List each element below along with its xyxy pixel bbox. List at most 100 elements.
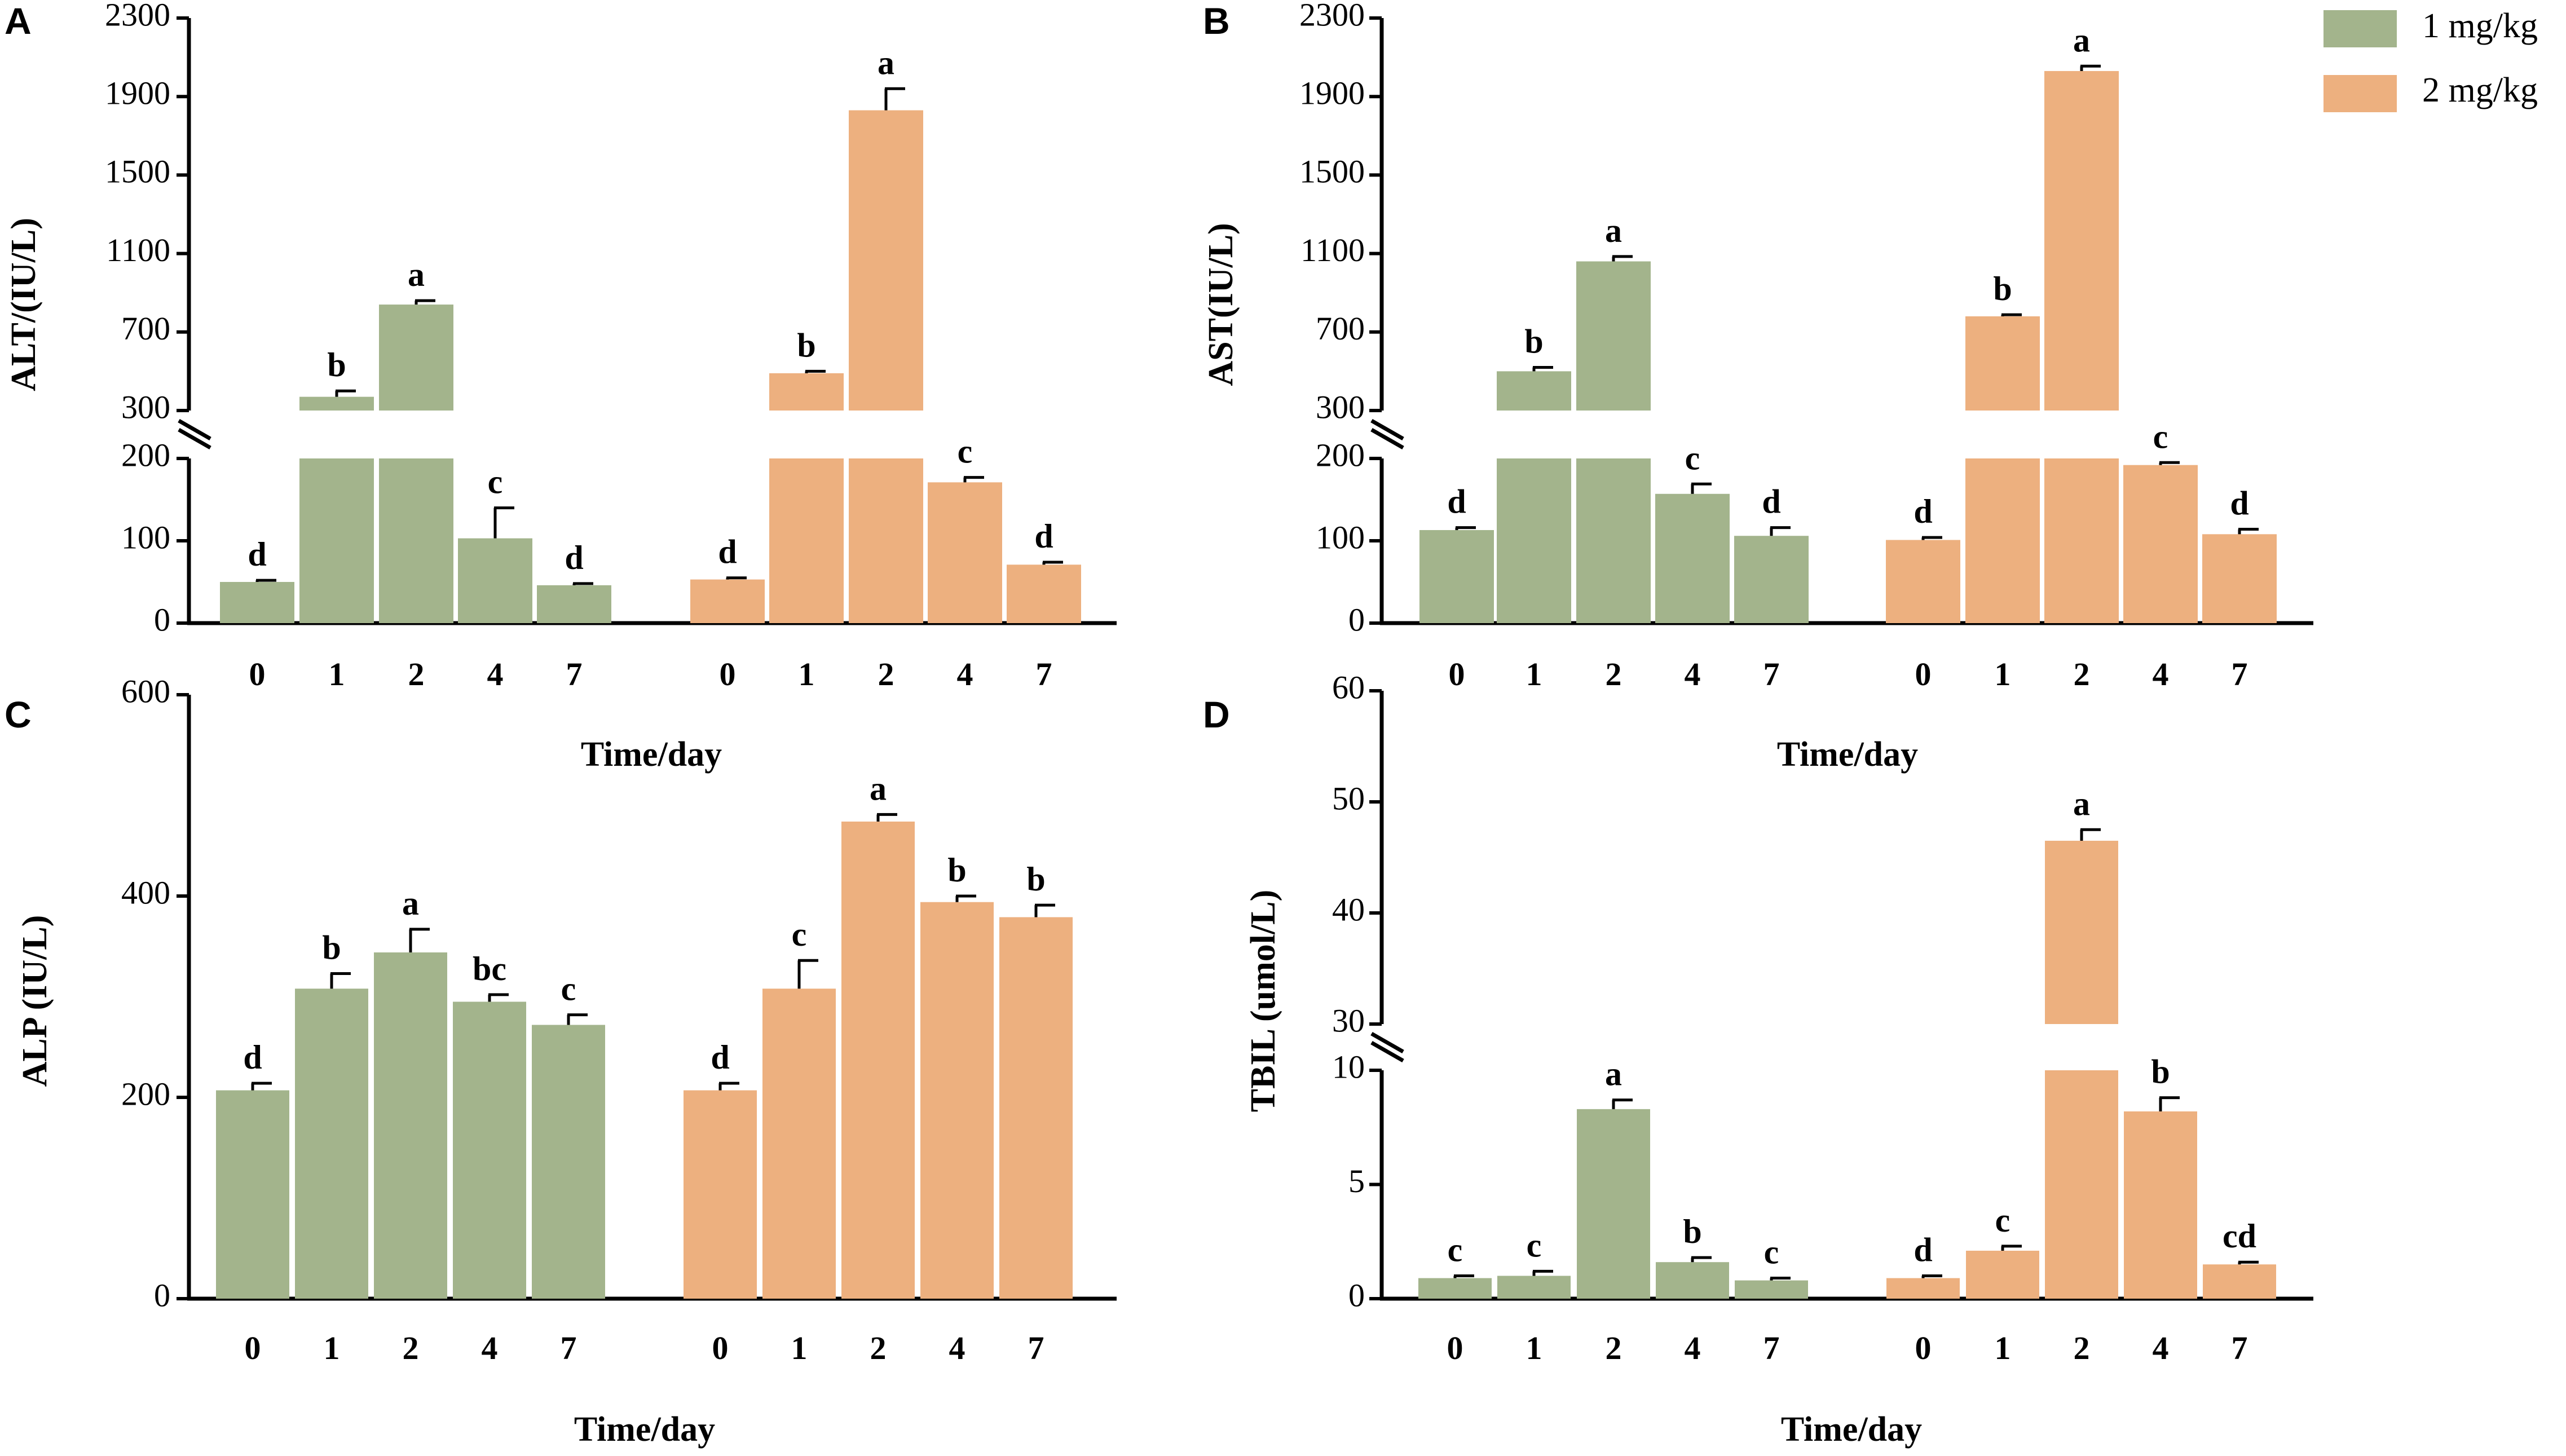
y-tick-label: 40 [1332, 891, 1365, 928]
significance-letter: c [958, 433, 973, 470]
x-axis-label-d: Time/day [1781, 1410, 1922, 1449]
significance-letter: a [1605, 1056, 1622, 1093]
bar [532, 1025, 605, 1299]
x-tick-label: 4 [949, 1330, 965, 1366]
bar [1734, 536, 1809, 623]
y-tick-label: 100 [121, 519, 170, 555]
y-tick-label: 1500 [105, 153, 170, 190]
bar [769, 373, 844, 411]
bars-b: d b a c d d b a c d [1419, 21, 2277, 623]
x-tick-label: 2 [1606, 1330, 1622, 1366]
y-axis-label-a: ALT/(IU/L) [5, 218, 43, 391]
x-tick-label: 7 [2232, 1330, 2248, 1366]
y-tick-label: 2300 [1299, 0, 1365, 33]
bar [1577, 1109, 1650, 1299]
y-tick-label: 400 [121, 874, 170, 911]
y-tick-label: 60 [1332, 669, 1365, 705]
y-tick-label: 600 [121, 673, 170, 709]
bar [1656, 1262, 1729, 1299]
x-tick-label: 4 [2153, 1330, 2169, 1366]
significance-letter: d [1762, 483, 1780, 520]
panel-label-d: D [1203, 694, 1230, 735]
x-tick-label: 2 [870, 1330, 887, 1366]
x-tick-label: 7 [566, 656, 583, 692]
bars-a: d b a c d d b a c d [220, 44, 1081, 623]
significance-letter: cd [2223, 1217, 2256, 1255]
bar [2203, 1264, 2276, 1299]
bar [849, 110, 923, 411]
significance-letter: b [1993, 270, 2012, 307]
x-tick-label: 1 [324, 1330, 340, 1366]
significance-letter: c [2153, 418, 2168, 455]
y-tick-label: 700 [1316, 310, 1365, 347]
x-tick-label: 0 [712, 1330, 729, 1366]
significance-letter: c [1448, 1232, 1463, 1269]
bar [1497, 371, 1571, 411]
x-tick-label: 4 [957, 656, 973, 692]
legend-swatch-1mg [2323, 10, 2397, 47]
y-tick-label: 1500 [1299, 153, 1365, 190]
x-tick-label: 1 [329, 656, 345, 692]
legend-label-1mg: 1 mg/kg [2422, 7, 2538, 45]
panel-b: B AST(IU/L) 0100200300700110015001900230… [1202, 0, 2313, 692]
x-tick-label: 7 [1036, 656, 1052, 692]
y-axis-label-c: ALP (IU/L) [16, 915, 54, 1087]
bar [1886, 540, 1960, 623]
significance-letter: d [248, 536, 266, 573]
legend: 1 mg/kg 2 mg/kg [2323, 7, 2538, 112]
bar [928, 482, 1002, 623]
x-tick-label: 1 [1526, 656, 1542, 692]
bar [1007, 564, 1081, 623]
bar [1965, 316, 2040, 411]
bar [1497, 1276, 1571, 1299]
significance-letter: b [797, 327, 815, 364]
y-tick-label: 10 [1332, 1048, 1365, 1085]
legend-label-2mg: 2 mg/kg [2422, 71, 2538, 109]
significance-letter: d [1447, 483, 1466, 520]
bar [841, 821, 915, 1299]
x-tick-label: 1 [1995, 1330, 2011, 1366]
significance-letter: c [1527, 1226, 1542, 1264]
x-tick-label: 2 [1606, 656, 1622, 692]
bar [1419, 530, 1494, 623]
bar [1966, 1250, 2039, 1299]
x-tick-label: 4 [2153, 656, 2169, 692]
significance-letter: b [1683, 1213, 1701, 1250]
significance-letter: b [1026, 861, 1045, 898]
bar [1655, 493, 1730, 623]
x-tick-label: 7 [1028, 1330, 1044, 1366]
bar [1735, 1280, 1808, 1299]
significance-letter: a [870, 770, 887, 807]
significance-letter: bc [473, 950, 506, 987]
bars-c: d b a bc c d c a b b [216, 770, 1073, 1299]
panel-c: C ALP (IU/L) 0 200 400 600 d b a bc c d c a b b 0 1 2 4… [5, 673, 1117, 1366]
bar [999, 917, 1073, 1299]
axis-break-mark-a [178, 427, 211, 450]
axis-break-mark-d [1370, 1040, 1404, 1063]
x-tick-label: 2 [878, 656, 894, 692]
bar [2123, 465, 2198, 623]
x-axis-label-b: Time/day [1777, 735, 1918, 774]
significance-letter: d [2230, 485, 2248, 522]
bar [216, 1090, 289, 1299]
bar [2045, 1070, 2118, 1299]
y-tick-label: 300 [1316, 389, 1365, 425]
bar [920, 902, 994, 1299]
y-ticks-a: 0 100 200 300 700 1100 1500 1900 2300 [105, 0, 189, 638]
y-tick-label: 2300 [105, 0, 170, 33]
x-tick-label: 0 [1449, 656, 1465, 692]
y-tick-label: 30 [1332, 1002, 1365, 1039]
panel-label-b: B [1203, 0, 1230, 42]
x-tick-label: 1 [1526, 1330, 1542, 1366]
y-ticks-c: 0 200 400 600 [121, 673, 189, 1313]
significance-letter: d [711, 1039, 729, 1076]
bar [458, 538, 532, 623]
significance-letter: b [327, 346, 346, 383]
y-tick-label: 0 [154, 601, 170, 638]
bar [1965, 458, 2040, 623]
bar [2044, 458, 2119, 623]
significance-letter: d [1914, 493, 1932, 530]
y-tick-label: 1900 [1299, 75, 1365, 112]
